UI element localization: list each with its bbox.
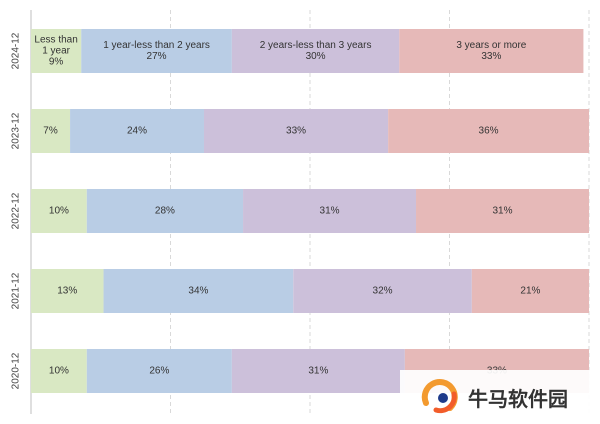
bar-segment <box>31 29 82 73</box>
data-label: 31% <box>320 206 340 217</box>
data-label: 7% <box>43 126 58 137</box>
bar-segment <box>31 109 71 153</box>
bar-segment <box>203 109 389 153</box>
bar-segment <box>471 269 589 313</box>
watermark-backdrop <box>400 370 600 424</box>
data-label: 33% <box>286 126 306 137</box>
category-label: 2021-12 <box>11 272 22 309</box>
bar-segment <box>388 109 589 153</box>
series-data-label: 2 years-less than 3 years 30% <box>260 40 372 62</box>
bar-segment <box>231 349 405 393</box>
bar-segment <box>31 189 87 233</box>
bar-segment <box>103 269 294 313</box>
bar-segment <box>231 29 400 73</box>
category-label: 2023-12 <box>11 112 22 149</box>
bar-segment <box>31 269 104 313</box>
bar-segment <box>416 189 589 233</box>
data-label: 31% <box>493 206 513 217</box>
series-data-label: Less than 1 year 9% <box>34 35 77 68</box>
data-label: 21% <box>520 286 540 297</box>
watermark-logo-icon <box>421 379 458 414</box>
watermark: 牛马软件园 <box>400 370 600 424</box>
bar-segment <box>399 29 584 73</box>
bar-segment <box>81 29 232 73</box>
data-label: 13% <box>57 286 77 297</box>
data-label: 34% <box>188 286 208 297</box>
category-label: 2022-12 <box>11 192 22 229</box>
data-label: 26% <box>149 366 169 377</box>
bar-segment <box>293 269 472 313</box>
data-label: 32% <box>373 286 393 297</box>
category-labels: 2024-12 2023-12 2022-12 2021-12 2020-12 <box>11 32 22 389</box>
data-label: 28% <box>155 206 175 217</box>
watermark-text: 牛马软件园 <box>468 387 568 411</box>
data-label: 24% <box>127 126 147 137</box>
data-label: 36% <box>479 126 499 137</box>
data-label: 10% <box>49 206 69 217</box>
bar-segment <box>86 349 232 393</box>
bar-segment <box>31 349 87 393</box>
series-data-label: 1 year-less than 2 years 27% <box>103 40 210 62</box>
series-data-label: 3 years or more 33% <box>456 40 526 62</box>
category-label: 2020-12 <box>11 352 22 389</box>
bar-segment <box>70 109 204 153</box>
data-label: 31% <box>308 366 328 377</box>
bar-segment <box>86 189 244 233</box>
data-label: 10% <box>49 366 69 377</box>
bar-segment <box>243 189 417 233</box>
category-label: 2024-12 <box>11 32 22 69</box>
